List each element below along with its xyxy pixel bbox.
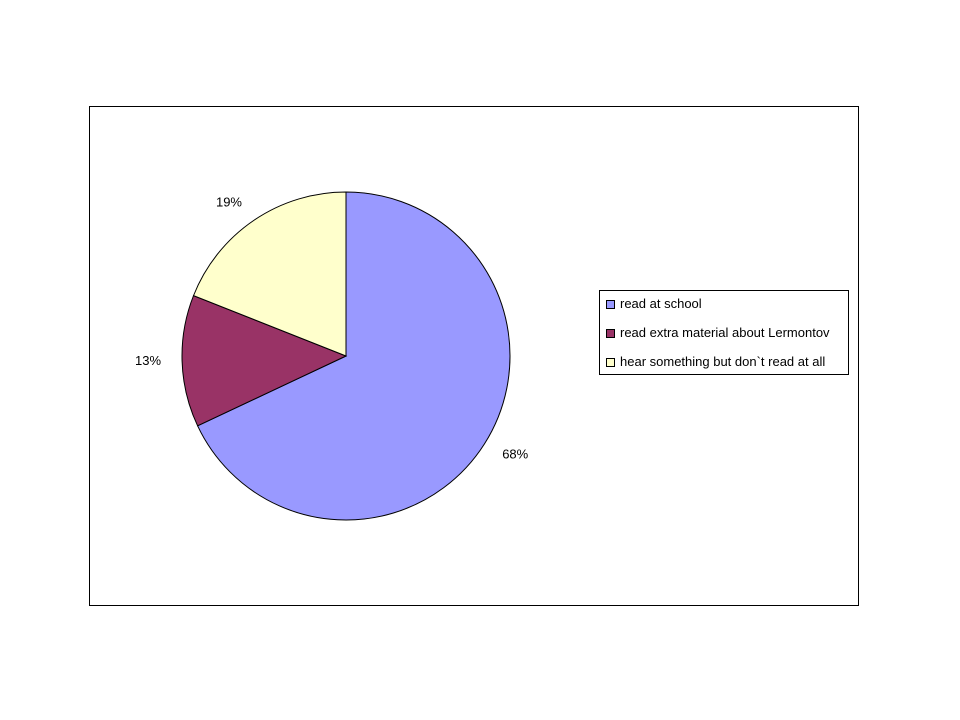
- legend-label: read at school: [620, 296, 702, 311]
- pie-slice: [196, 191, 511, 521]
- legend-entry: read extra material about Lermontov: [606, 324, 842, 341]
- data-label: 19%: [216, 194, 242, 209]
- legend-swatch: [606, 300, 615, 309]
- legend-label: read extra material about Lermontov: [620, 325, 830, 340]
- legend-swatch: [606, 329, 615, 338]
- legend: read at school read extra material about …: [599, 290, 849, 375]
- data-label: 68%: [502, 447, 528, 462]
- legend-entry: read at school: [606, 295, 842, 312]
- legend-swatch: [606, 358, 615, 367]
- chart-frame: [89, 106, 859, 606]
- pie-slice: [192, 191, 347, 357]
- pie-slice: [181, 294, 348, 427]
- legend-entry: hear something but don`t read at all: [606, 353, 842, 370]
- legend-label: hear something but don`t read at all: [620, 354, 826, 369]
- data-label: 13%: [135, 353, 161, 368]
